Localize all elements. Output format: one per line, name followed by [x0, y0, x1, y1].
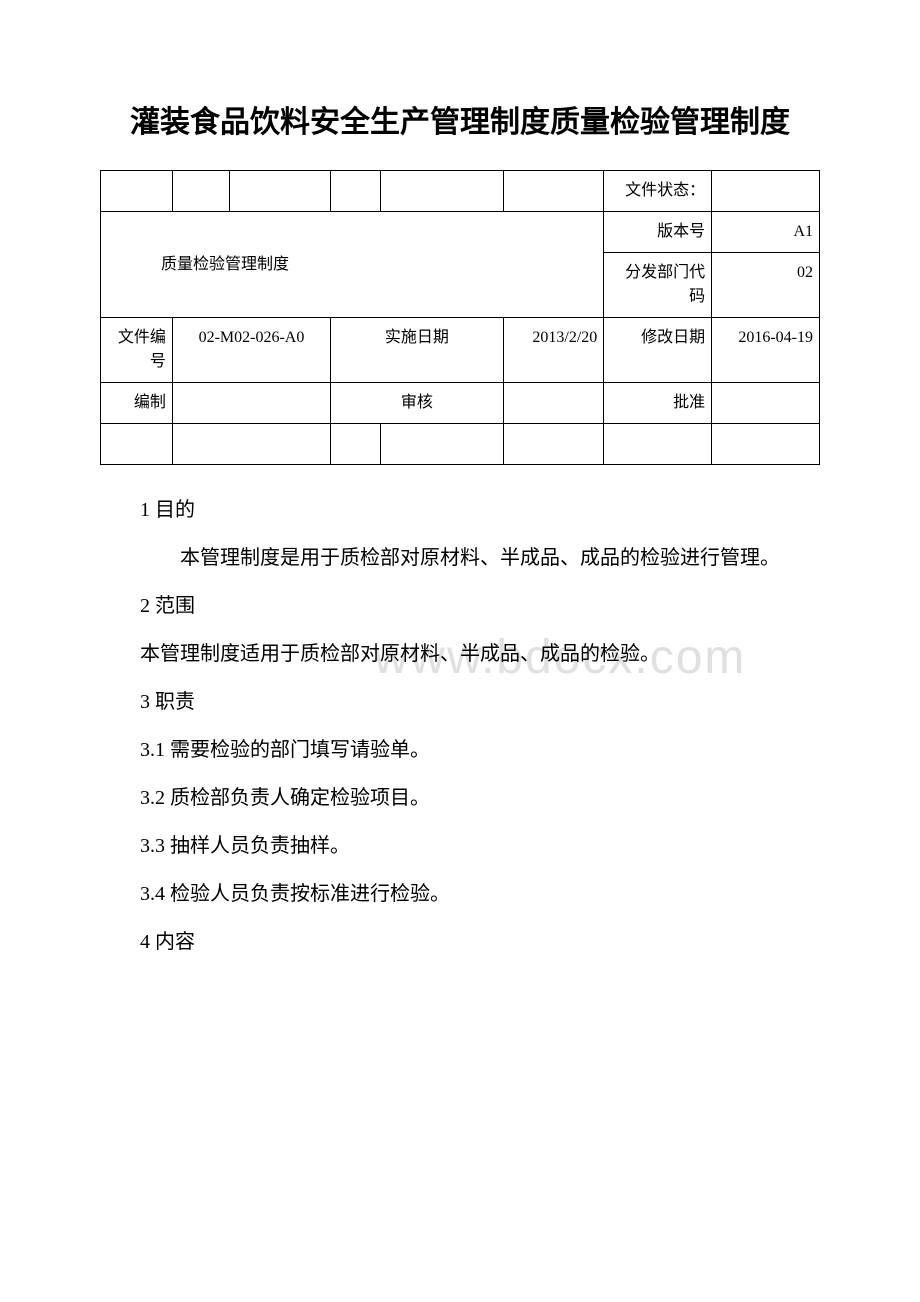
empty-cell [101, 171, 173, 212]
author-label: 编制 [101, 383, 173, 424]
empty-cell [381, 171, 503, 212]
fileno-value: 02-M02-026-A0 [172, 318, 330, 383]
section-heading: 1 目的 [140, 495, 820, 525]
empty-cell [230, 171, 331, 212]
dept-code-value: 02 [712, 253, 820, 318]
empty-cell [172, 424, 330, 465]
section-heading: 2 范围 [140, 591, 820, 621]
approve-value [712, 383, 820, 424]
table-row [101, 424, 820, 465]
section-item: 3.4 检验人员负责按标准进行检验。 [140, 879, 820, 909]
empty-cell [503, 171, 604, 212]
empty-cell [172, 171, 230, 212]
table-row: 质量检验管理制度 版本号 A1 [101, 212, 820, 253]
empty-cell [331, 424, 381, 465]
file-status-value [712, 171, 820, 212]
modify-date-value: 2016-04-19 [712, 318, 820, 383]
empty-cell [101, 424, 173, 465]
section-item: 3.3 抽样人员负责抽样。 [140, 831, 820, 861]
section-heading: 3 职责 [140, 687, 820, 717]
version-value: A1 [712, 212, 820, 253]
document-title: 灌装食品饮料安全生产管理制度质量检验管理制度 [100, 100, 820, 145]
approve-label: 批准 [604, 383, 712, 424]
subtitle-cell: 质量检验管理制度 [101, 212, 604, 318]
author-value [172, 383, 330, 424]
empty-cell [503, 424, 604, 465]
table-row: 编制 审核 批准 [101, 383, 820, 424]
section-item: 3.1 需要检验的部门填写请验单。 [140, 735, 820, 765]
document-body: 1 目的 本管理制度是用于质检部对原材料、半成品、成品的检验进行管理。 2 范围… [100, 495, 820, 957]
fileno-label: 文件编号 [101, 318, 173, 383]
section-body: 本管理制度适用于质检部对原材料、半成品、成品的检验。 [140, 639, 820, 669]
file-status-label: 文件状态： [604, 171, 712, 212]
section-body: 本管理制度是用于质检部对原材料、半成品、成品的检验进行管理。 [140, 543, 820, 573]
version-label: 版本号 [604, 212, 712, 253]
modify-date-label: 修改日期 [604, 318, 712, 383]
impl-date-label: 实施日期 [331, 318, 504, 383]
empty-cell [331, 171, 381, 212]
table-row: 文件编号 02-M02-026-A0 实施日期 2013/2/20 修改日期 2… [101, 318, 820, 383]
empty-cell [381, 424, 503, 465]
document-info-table: 文件状态： 质量检验管理制度 版本号 A1 分发部门代码 02 文件编号 02-… [100, 170, 820, 465]
section-heading: 4 内容 [140, 927, 820, 957]
impl-date-value: 2013/2/20 [503, 318, 604, 383]
review-value [503, 383, 604, 424]
empty-cell [604, 424, 712, 465]
review-label: 审核 [331, 383, 504, 424]
empty-cell [712, 424, 820, 465]
dept-code-label: 分发部门代码 [604, 253, 712, 318]
section-item: 3.2 质检部负责人确定检验项目。 [140, 783, 820, 813]
table-row: 文件状态： [101, 171, 820, 212]
